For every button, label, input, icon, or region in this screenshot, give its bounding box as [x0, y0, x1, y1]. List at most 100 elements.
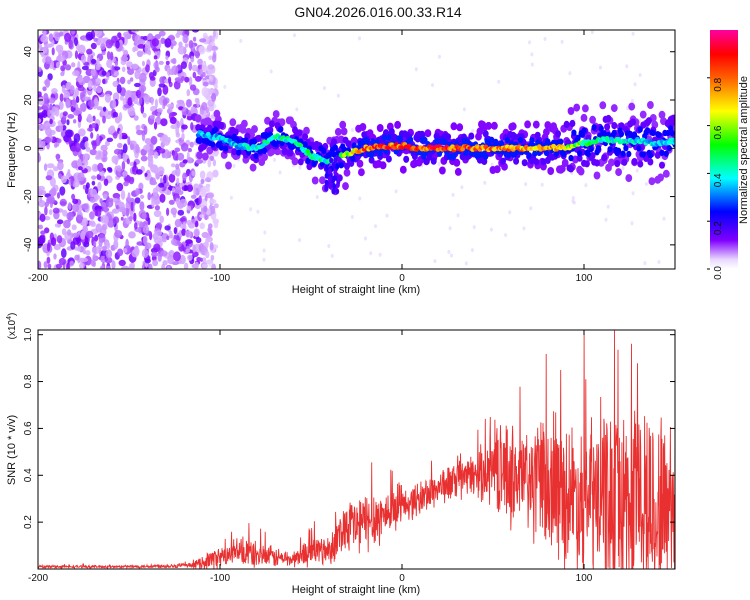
noise-blob: [79, 262, 85, 269]
ridge-halo: [229, 118, 237, 127]
noise-blob: [171, 163, 176, 168]
noise-blob: [159, 193, 166, 203]
ridge-halo: [639, 110, 647, 119]
noise-blob: [183, 185, 188, 191]
noise-blob: [140, 155, 148, 162]
noise-blob: [121, 161, 126, 171]
noise-blob: [132, 46, 137, 53]
noise-blob: [74, 254, 80, 261]
noise-blob: [157, 87, 162, 97]
y-tick-label: 0.8: [23, 374, 34, 388]
speckle: [350, 215, 354, 219]
speckle: [462, 107, 466, 112]
ridge-mid: [626, 150, 632, 158]
noise-blob: [62, 209, 68, 217]
ridge-mid: [517, 137, 524, 144]
noise-blob: [131, 30, 139, 33]
noise-blob: [127, 136, 131, 146]
noise-blob: [91, 180, 96, 186]
noise-blob: [154, 205, 160, 211]
noise-blob: [47, 73, 53, 81]
dip-blob: [324, 164, 329, 171]
noise-blob: [102, 193, 108, 200]
noise-blob: [158, 182, 165, 188]
noise-blob: [114, 60, 119, 67]
speckle: [644, 182, 648, 186]
ridge-mid: [350, 155, 356, 162]
noise-blob: [38, 66, 42, 72]
speckle: [447, 249, 451, 254]
noise-blob: [45, 56, 52, 65]
speckle: [604, 217, 608, 222]
ridge-outer: [646, 117, 652, 125]
ridge-mid: [251, 138, 258, 145]
noise-blob: [205, 95, 212, 101]
noise-blob: [65, 82, 71, 90]
noise-blob: [144, 258, 151, 264]
noise-blob: [213, 203, 219, 209]
colorbar-tick-label: 0.8: [713, 77, 724, 91]
ridge-mid: [575, 134, 581, 141]
noise-blob: [175, 197, 180, 205]
noise-blob: [202, 257, 207, 264]
noise-blob: [148, 143, 154, 152]
noise-blob: [158, 148, 166, 154]
ridge-halo: [493, 165, 501, 174]
noise-blob: [119, 76, 126, 85]
noise-blob: [128, 216, 133, 222]
noise-blob: [113, 71, 120, 76]
noise-blob: [96, 57, 100, 67]
ridge-halo: [424, 129, 432, 138]
dip-blob: [327, 176, 332, 183]
speckle: [213, 104, 217, 109]
ridge-outer: [605, 114, 612, 123]
noise-blob: [87, 80, 93, 90]
y-tick-label: 0.4: [23, 468, 34, 482]
noise-blob: [186, 156, 193, 164]
noise-blob: [209, 199, 217, 204]
noise-blob: [160, 177, 163, 185]
noise-blob: [102, 115, 106, 124]
ridge-halo: [239, 125, 247, 134]
noise-blob: [117, 248, 124, 257]
noise-blob: [38, 112, 46, 118]
speckle: [529, 206, 533, 211]
noise-blob: [59, 93, 64, 102]
noise-blob: [60, 71, 65, 77]
noise-blob: [95, 64, 101, 71]
noise-blob: [125, 208, 130, 217]
noise-blob: [132, 165, 136, 172]
snr-y-label: SNR (10 * v/v): [6, 415, 18, 485]
ridge-halo: [589, 115, 596, 124]
noise-blob: [133, 115, 139, 121]
noise-blob: [175, 163, 180, 170]
noise-blob: [77, 158, 82, 167]
ridge-halo: [319, 176, 326, 185]
noise-blob: [112, 80, 119, 88]
ridge-mid: [561, 150, 567, 157]
ridge-outer: [630, 118, 637, 126]
speckle: [662, 216, 666, 221]
speckle: [433, 259, 437, 264]
noise-blob: [50, 187, 57, 197]
noise-blob: [75, 96, 80, 103]
noise-blob: [85, 230, 94, 239]
noise-blob: [103, 206, 109, 213]
dip-blob: [336, 156, 341, 163]
noise-blob: [129, 143, 135, 151]
speckle: [378, 252, 382, 257]
noise-blob: [186, 184, 194, 192]
noise-blob: [154, 169, 159, 175]
noise-blob: [203, 205, 208, 213]
ridge-halo: [582, 104, 589, 113]
ridge-halo: [657, 173, 664, 182]
noise-blob: [210, 254, 215, 261]
ridge-mid: [447, 153, 453, 160]
ridge-halo: [206, 146, 214, 155]
noise-blob: [117, 142, 123, 149]
ridge-outer: [601, 154, 608, 162]
speckle: [504, 233, 508, 238]
speckle: [269, 69, 273, 74]
